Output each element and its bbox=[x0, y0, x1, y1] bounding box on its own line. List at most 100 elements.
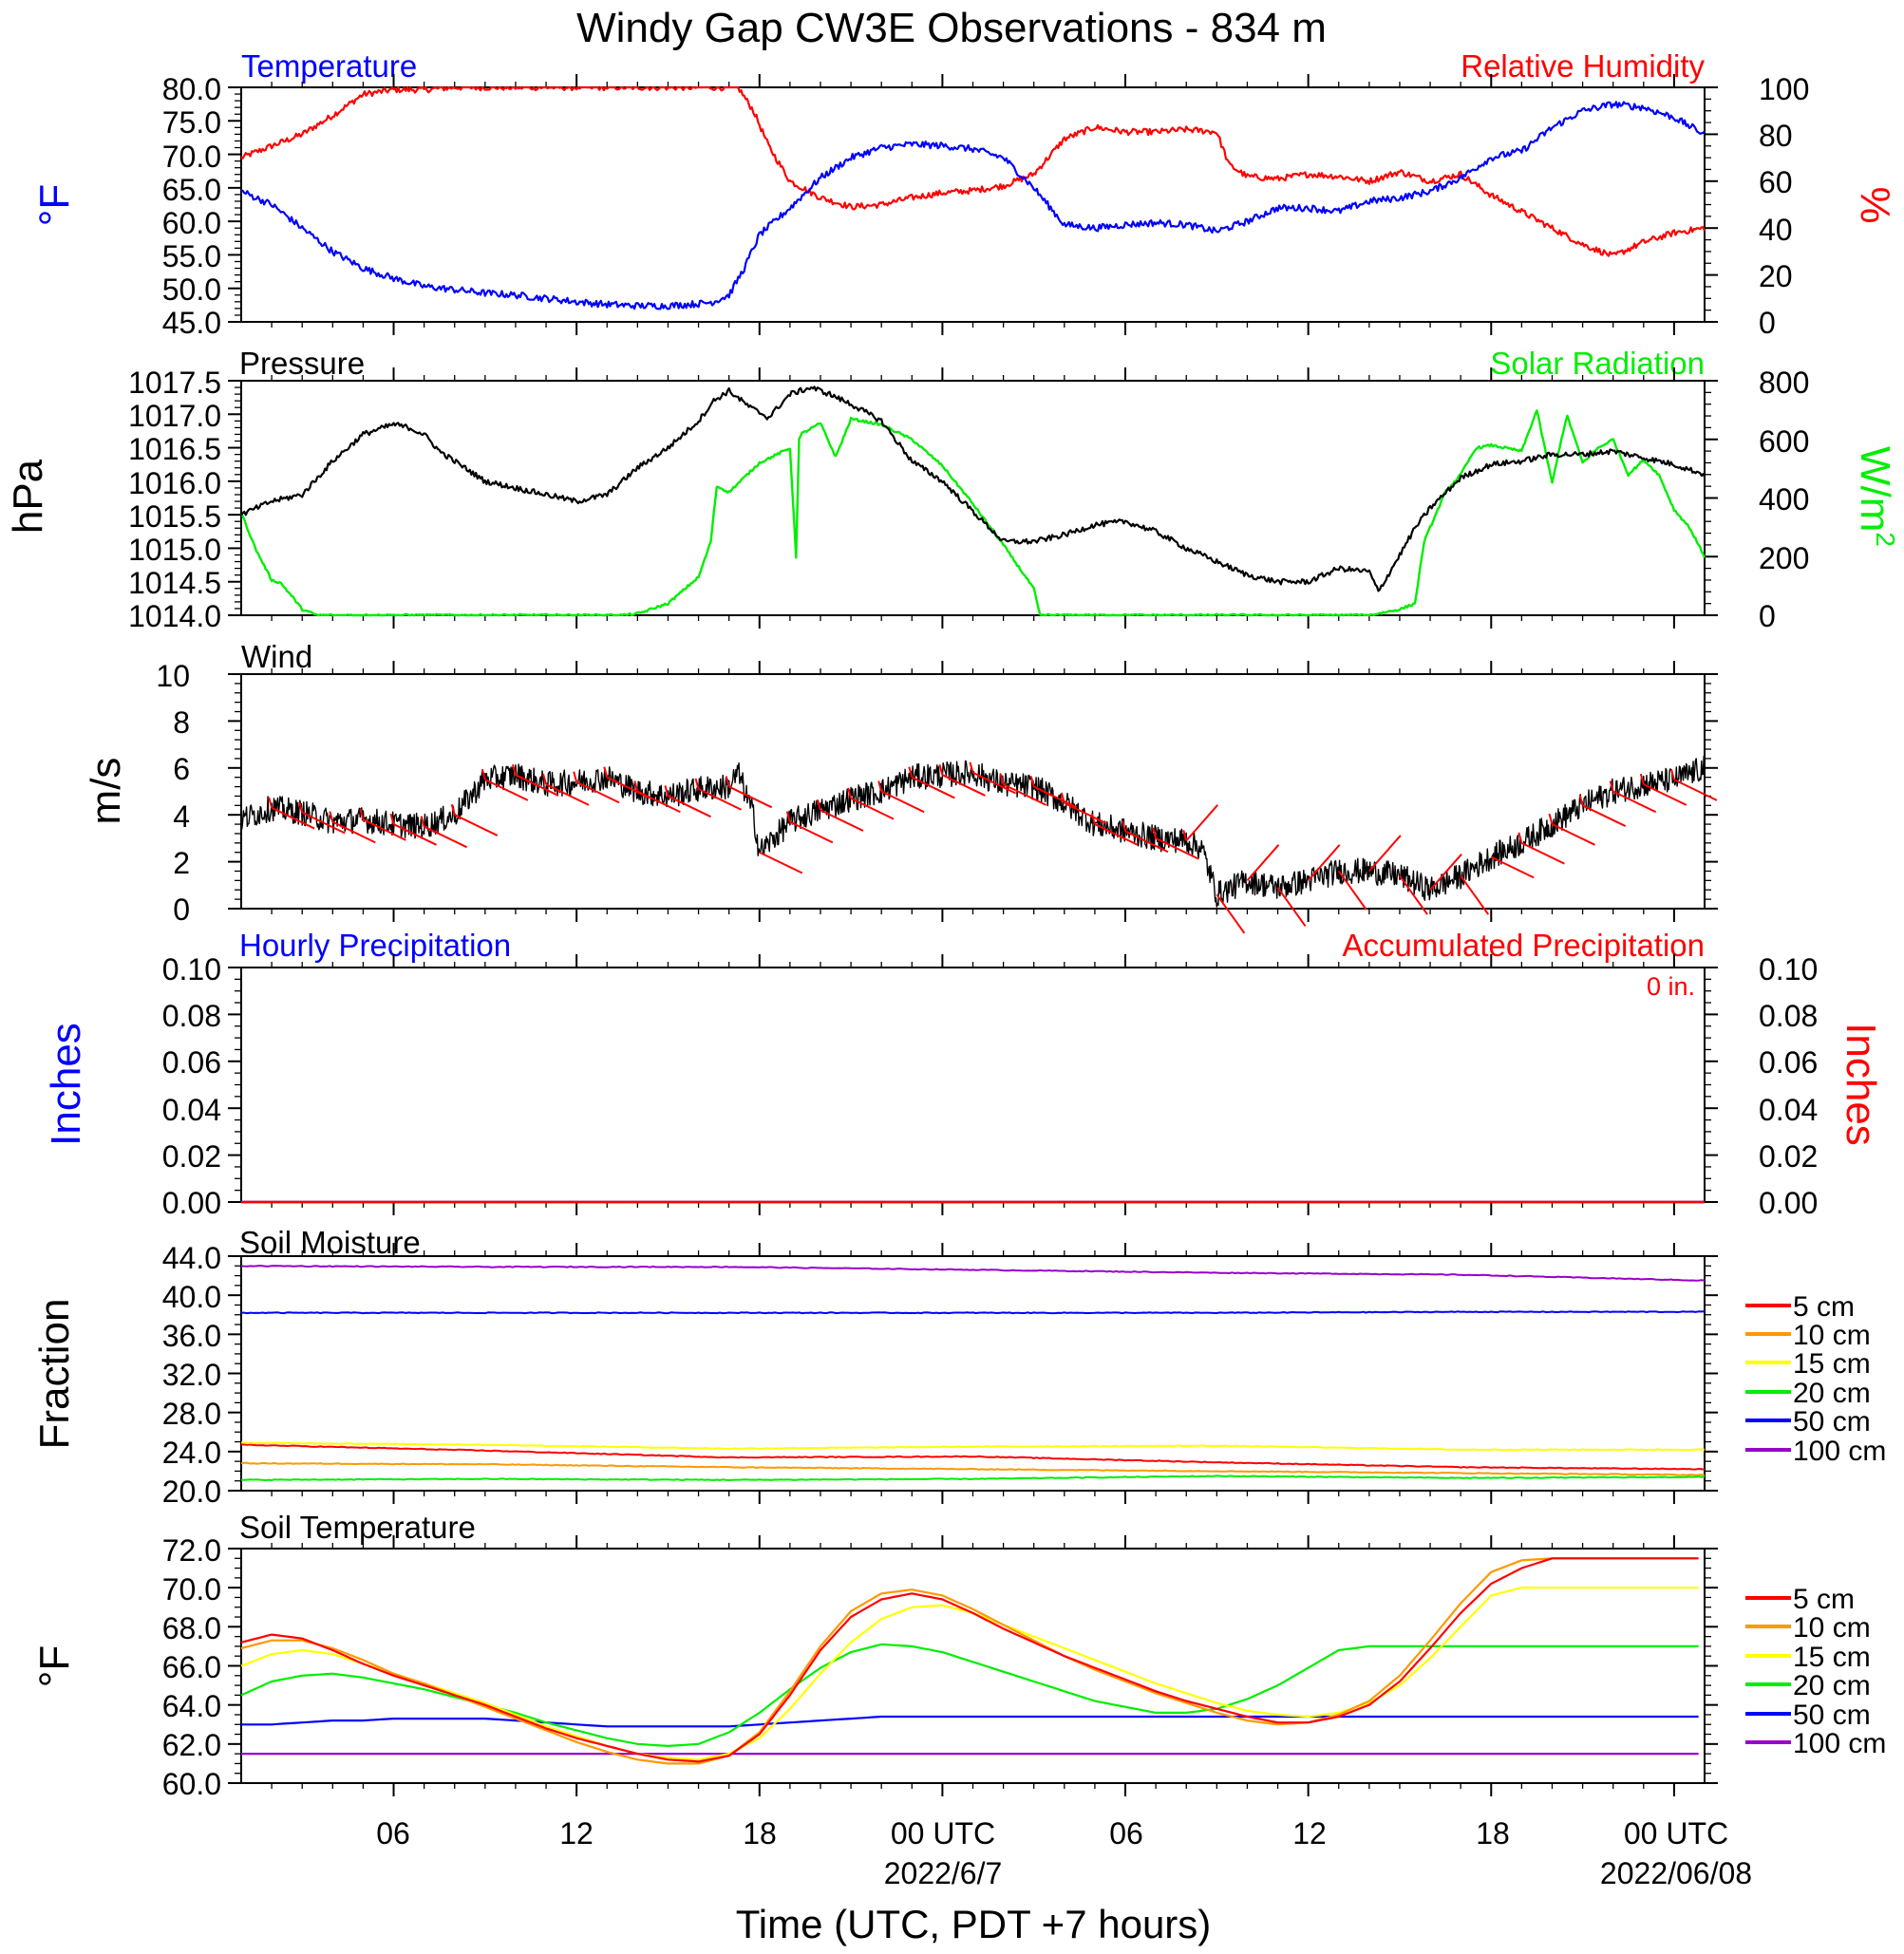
wind-barb-flag bbox=[1029, 776, 1035, 787]
figure-title: Windy Gap CW3E Observations - 834 m bbox=[576, 5, 1327, 51]
wind-barb bbox=[1460, 874, 1490, 915]
hourly-precip-ylabel: Inches bbox=[43, 1023, 89, 1146]
soil-temp-tick-label: 60.0 bbox=[162, 1767, 221, 1801]
wind-barb-flag bbox=[785, 811, 791, 822]
wind-tick-label: 6 bbox=[173, 752, 190, 786]
wind-barb bbox=[1094, 823, 1139, 846]
soil-temp-tick-label: 70.0 bbox=[162, 1572, 221, 1606]
wind-speed-line bbox=[240, 755, 1706, 908]
humidity-title: Relative Humidity bbox=[1461, 48, 1705, 84]
wind-tick-label: 0 bbox=[173, 892, 190, 927]
solar-tick-label: 400 bbox=[1759, 482, 1809, 517]
temp-tick-label: 55.0 bbox=[162, 239, 221, 273]
accum-precip-ylabel: Inches bbox=[1838, 1023, 1884, 1146]
wind-barb-flag bbox=[511, 763, 517, 776]
wind-barb bbox=[1582, 804, 1627, 827]
wind-barb-flag bbox=[877, 780, 883, 792]
wind-barb-flag bbox=[633, 780, 639, 792]
legend-label: 100 cm bbox=[1793, 1436, 1886, 1467]
wind-barb bbox=[301, 811, 346, 835]
accum-tick-label: 0.02 bbox=[1759, 1139, 1818, 1174]
wind-barb bbox=[636, 790, 681, 814]
temp-tick-label: 65.0 bbox=[162, 173, 221, 207]
soil-moisture-legend: 5 cm 10 cm 15 cm 20 cm 50 cm 100 cm bbox=[1745, 1291, 1886, 1467]
time-tick-label: 12 bbox=[559, 1816, 594, 1851]
legend-label: 5 cm bbox=[1793, 1291, 1855, 1323]
wind-barb bbox=[1155, 836, 1199, 860]
x-axis-label: Time (UTC, PDT +7 hours) bbox=[736, 1902, 1212, 1946]
wind-tick-label: 4 bbox=[173, 799, 190, 834]
pressure-title: Pressure bbox=[239, 346, 365, 381]
solar-tick-label: 600 bbox=[1759, 424, 1809, 459]
soil-temp-title: Soil Temperature bbox=[239, 1510, 476, 1545]
pressure-tick-label: 1015.5 bbox=[128, 499, 221, 534]
wind-barb-flag bbox=[1122, 820, 1126, 832]
wind-barb-flag bbox=[573, 771, 578, 782]
precip-tick-label: 0.10 bbox=[162, 952, 221, 986]
solar-ylabel-superscript: 2 bbox=[1871, 532, 1900, 547]
legend-label: 20 cm bbox=[1793, 1670, 1871, 1701]
humidity-tick-label: 60 bbox=[1759, 165, 1793, 199]
accum-tick-label: 0.08 bbox=[1759, 999, 1818, 1033]
soil-moisture-tick-label: 40.0 bbox=[162, 1280, 221, 1314]
plot-layer bbox=[228, 74, 1718, 1796]
pressure-line bbox=[240, 385, 1706, 592]
wind-barb bbox=[759, 851, 803, 874]
temperature-title: Temperature bbox=[241, 48, 417, 84]
wind-barb-flag bbox=[694, 778, 700, 790]
soil-temp-tick-label: 66.0 bbox=[162, 1650, 221, 1684]
wind-barb bbox=[820, 809, 864, 832]
wind-barb bbox=[331, 820, 376, 844]
humidity-tick-label: 20 bbox=[1759, 259, 1793, 293]
wind-barb-flag bbox=[481, 768, 486, 780]
solar-ylabel-unit: W/m bbox=[1852, 446, 1898, 532]
accum-tick-label: 0.06 bbox=[1759, 1045, 1818, 1080]
wind-barb bbox=[1185, 804, 1218, 842]
wind-barb bbox=[1552, 823, 1595, 846]
soil-moisture-line-100cm bbox=[240, 1265, 1706, 1282]
soil-moisture-line-50cm bbox=[241, 1310, 1706, 1315]
wind-barb-flag bbox=[1152, 827, 1158, 839]
precip-tick-label: 0.06 bbox=[162, 1045, 221, 1080]
legend-label: 15 cm bbox=[1793, 1642, 1871, 1673]
wind-barb-flag bbox=[938, 763, 944, 776]
wind-barb bbox=[698, 788, 743, 811]
wind-barb bbox=[454, 814, 499, 836]
solar-radiation-line bbox=[239, 409, 1706, 617]
wind-barb bbox=[911, 776, 955, 799]
pressure-left-ticks: 1014.0 1014.5 1015.0 1015.5 1016.0 1016.… bbox=[128, 366, 221, 633]
temp-tick-label: 75.0 bbox=[162, 105, 221, 140]
pressure-tick-label: 1016.5 bbox=[128, 432, 221, 466]
solar-tick-label: 800 bbox=[1759, 366, 1809, 400]
accum-tick-label: 0.10 bbox=[1759, 952, 1818, 986]
wind-barb bbox=[1399, 874, 1428, 915]
time-tick-label: 00 UTC bbox=[1624, 1816, 1728, 1851]
temp-tick-label: 70.0 bbox=[162, 140, 221, 174]
wind-barb-flag bbox=[847, 787, 853, 799]
wind-barb bbox=[1337, 870, 1367, 911]
wind-barb-flag bbox=[1548, 813, 1554, 825]
accum-precip-value: 0 in. bbox=[1647, 972, 1695, 1001]
wind-barb-flag bbox=[389, 813, 395, 825]
soil-temp-tick-label: 62.0 bbox=[162, 1728, 221, 1762]
temp-tick-label: 45.0 bbox=[162, 306, 221, 340]
wind-tick-label: 8 bbox=[173, 705, 190, 740]
time-tick-label: 06 bbox=[1109, 1816, 1143, 1851]
pressure-tick-label: 1014.0 bbox=[128, 599, 221, 633]
soil-temp-tick-label: 72.0 bbox=[162, 1533, 221, 1568]
soil-temp-line-10cm bbox=[240, 1557, 1699, 1765]
solar-title: Solar Radiation bbox=[1490, 346, 1705, 381]
legend-label: 5 cm bbox=[1793, 1584, 1855, 1615]
wind-barb-flag bbox=[1669, 768, 1675, 780]
time-tick-label: 12 bbox=[1292, 1816, 1327, 1851]
soil-moisture-line-15cm bbox=[240, 1441, 1706, 1452]
wind-barb bbox=[271, 806, 315, 830]
wind-barb-flag bbox=[298, 801, 304, 813]
wind-barb bbox=[1520, 841, 1565, 865]
soil-moisture-line-5cm bbox=[240, 1443, 1706, 1471]
wind-barb-flag bbox=[542, 773, 548, 785]
wind-left-ticks: 0 2 4 6 8 10 bbox=[156, 659, 190, 927]
wind-barb bbox=[1307, 844, 1341, 882]
wind-barb-flag bbox=[664, 785, 669, 797]
